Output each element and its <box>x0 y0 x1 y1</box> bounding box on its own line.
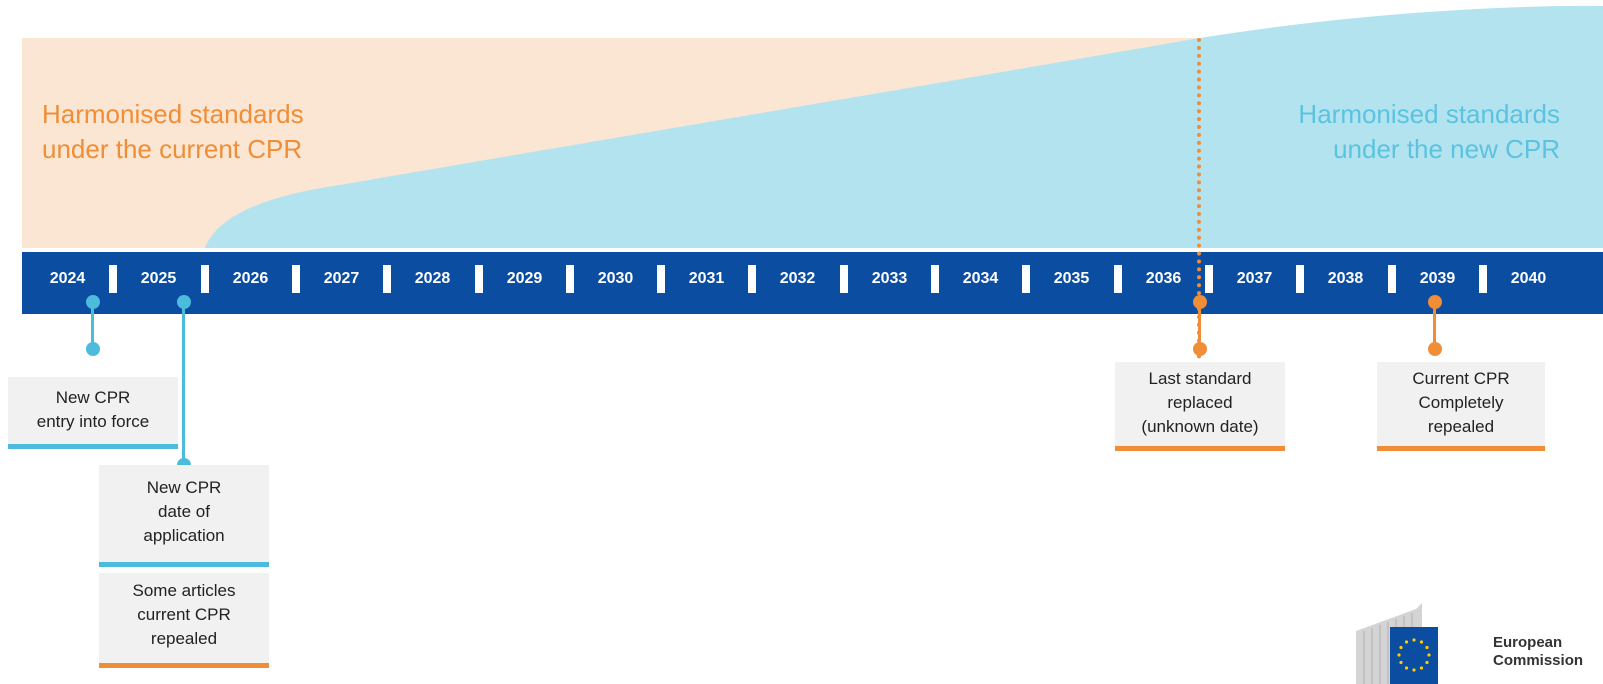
eu-star <box>1412 668 1416 672</box>
date-of-application-line-3: application <box>143 526 225 545</box>
eu-star <box>1404 666 1409 670</box>
year-separator <box>1479 265 1487 293</box>
milestone-entry-into-force-callout: New CPR entry into force <box>8 377 178 445</box>
year-separator <box>292 265 300 293</box>
milestone-completely-repealed-dot-bottom <box>1428 342 1442 356</box>
milestone-last-standard-stem <box>1198 300 1201 350</box>
date-of-application-line-2: date of <box>158 502 210 521</box>
year-separator <box>1114 265 1122 293</box>
milestone-completely-repealed-underline <box>1377 446 1545 451</box>
eu-star <box>1425 660 1429 665</box>
year-separator <box>748 265 756 293</box>
eu-flag-stars <box>1397 638 1431 672</box>
year-2036: 2036 <box>1145 270 1182 287</box>
year-2025: 2025 <box>140 270 177 287</box>
year-separator <box>109 265 117 293</box>
milestone-date-of-application-callout: New CPR date of application <box>99 465 269 562</box>
year-separator <box>931 265 939 293</box>
european-commission-logo <box>1356 603 1438 684</box>
eu-star <box>1419 640 1424 644</box>
year-separator <box>840 265 848 293</box>
milestone-entry-into-force-dot-top <box>86 295 100 309</box>
year-2038: 2038 <box>1327 270 1364 287</box>
year-separator <box>566 265 574 293</box>
new-cpr-region-label: Harmonised standards under the new CPR <box>1298 97 1560 167</box>
articles-repealed-line-1: Some articles <box>132 581 236 600</box>
milestone-date-of-application-dot-top <box>177 295 191 309</box>
timeline-bar <box>22 252 1603 314</box>
year-separator <box>1022 265 1030 293</box>
eu-star <box>1425 645 1429 650</box>
year-2032: 2032 <box>779 270 816 287</box>
milestone-last-standard-underline <box>1115 446 1285 451</box>
eu-star <box>1427 653 1431 657</box>
entry-into-force-line-2: entry into force <box>36 412 150 431</box>
current-cpr-label-line-2: under the current CPR <box>42 134 303 164</box>
milestone-entry-into-force-dot-bottom <box>86 342 100 356</box>
milestone-date-of-application-stem <box>182 300 185 465</box>
transition-area-chart <box>22 5 1603 248</box>
year-separator <box>1205 265 1213 293</box>
year-2028: 2028 <box>414 270 451 287</box>
last-standard-line-2: replaced <box>1167 393 1233 412</box>
year-2030: 2030 <box>597 270 634 287</box>
year-separator <box>475 265 483 293</box>
year-2040: 2040 <box>1510 270 1547 287</box>
milestone-entry-into-force-stem <box>91 300 94 350</box>
current-cpr-label-line-1: Harmonised standards <box>42 99 304 129</box>
new-cpr-label-line-2: under the new CPR <box>1333 134 1560 164</box>
completely-repealed-line-1: Current CPR <box>1412 369 1510 388</box>
last-standard-line-1: Last standard <box>1148 369 1252 388</box>
year-2039: 2039 <box>1419 270 1456 287</box>
year-2034: 2034 <box>962 270 999 287</box>
year-2031: 2031 <box>688 270 725 287</box>
current-cpr-region-label: Harmonised standards under the current C… <box>42 97 304 167</box>
eu-star <box>1412 638 1416 642</box>
milestone-last-standard-dot-top <box>1193 295 1207 309</box>
last-standard-line-3: (unknown date) <box>1141 417 1259 436</box>
eu-star <box>1397 653 1401 657</box>
year-separator <box>657 265 665 293</box>
entry-into-force-line-1: New CPR <box>55 388 131 407</box>
logo-text: European Commission <box>1493 634 1583 670</box>
logo-text-line-1: European <box>1493 634 1563 651</box>
milestone-date-of-application-underline <box>99 562 269 567</box>
milestone-completely-repealed-dot-top <box>1428 295 1442 309</box>
year-separator <box>1388 265 1396 293</box>
year-separator <box>1296 265 1304 293</box>
milestone-last-standard-dot-bottom <box>1193 342 1207 356</box>
milestone-entry-into-force-underline <box>8 444 178 449</box>
transition-cutoff-line <box>1197 38 1201 438</box>
milestone-articles-repealed-underline <box>99 663 269 668</box>
year-separator <box>383 265 391 293</box>
new-cpr-area <box>205 5 1603 248</box>
eu-star <box>1419 666 1424 670</box>
year-2035: 2035 <box>1053 270 1090 287</box>
milestone-completely-repealed-stem <box>1433 300 1436 350</box>
milestone-last-standard-callout: Last standard replaced (unknown date) <box>1115 362 1285 446</box>
milestone-completely-repealed-callout: Current CPR Completely repealed <box>1377 362 1545 446</box>
eu-star <box>1399 660 1403 665</box>
year-2026: 2026 <box>232 270 269 287</box>
articles-repealed-line-2: current CPR <box>137 605 231 624</box>
new-cpr-label-line-1: Harmonised standards <box>1298 99 1560 129</box>
year-2024: 2024 <box>49 270 86 287</box>
date-of-application-line-1: New CPR <box>146 478 222 497</box>
completely-repealed-line-2: Completely <box>1418 393 1504 412</box>
eu-star <box>1399 645 1403 650</box>
eu-star <box>1404 640 1409 644</box>
year-separator <box>201 265 209 293</box>
articles-repealed-line-3: repealed <box>150 629 218 648</box>
milestone-articles-repealed-callout: Some articles current CPR repealed <box>99 573 269 663</box>
completely-repealed-line-3: repealed <box>1427 417 1495 436</box>
year-2037: 2037 <box>1236 270 1273 287</box>
year-2027: 2027 <box>323 270 360 287</box>
year-2033: 2033 <box>871 270 908 287</box>
year-2029: 2029 <box>506 270 543 287</box>
eu-flag-icon <box>1390 627 1438 684</box>
logo-text-line-2: Commission <box>1493 652 1584 669</box>
